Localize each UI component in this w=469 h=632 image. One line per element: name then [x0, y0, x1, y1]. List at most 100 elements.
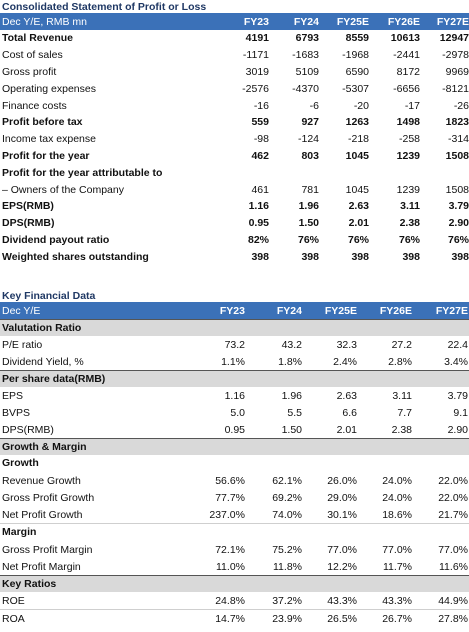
header-col: FY23	[219, 304, 245, 317]
row-value: 77.0%	[382, 543, 412, 556]
row-value: 43.3%	[327, 594, 357, 607]
profit-loss-title: Consolidated Statement of Profit or Loss	[2, 1, 207, 13]
row-label: Finance costs	[2, 99, 67, 112]
row-value: 461	[251, 183, 269, 196]
row-value: -2441	[393, 49, 420, 62]
row-label: Dividend Yield, %	[2, 355, 84, 368]
row-label: Revenue Growth	[2, 474, 81, 487]
row-label: Dividend payout ratio	[2, 233, 110, 246]
row-value: 781	[301, 183, 319, 196]
row-value: -26	[453, 99, 469, 112]
row-value: 77.0%	[327, 543, 357, 556]
row-value: -1683	[292, 49, 319, 62]
row-value: 7.7	[397, 406, 412, 419]
row-value: 2.63	[348, 200, 369, 213]
row-value: 927	[301, 116, 319, 129]
table-row: EPS(RMB) 1.16 1.96 2.63 3.11 3.79	[0, 198, 469, 215]
row-label: – Owners of the Company	[2, 183, 124, 196]
row-value: 1.16	[248, 200, 269, 213]
row-value: 26.5%	[327, 612, 357, 625]
table-row: ROA 14.7% 23.9% 26.5% 26.7% 27.8%	[0, 609, 469, 627]
row-value: 2.01	[336, 423, 357, 436]
row-value: 82%	[247, 233, 269, 246]
row-value: -2978	[442, 49, 469, 62]
row-value: 1.50	[281, 423, 302, 436]
row-value: 32.3	[336, 338, 357, 351]
table-row: EPS 1.16 1.96 2.63 3.11 3.79	[0, 387, 469, 404]
row-label: Cost of sales	[2, 49, 63, 62]
row-label: Net Profit Margin	[2, 560, 81, 573]
row-value: 24.0%	[382, 474, 412, 487]
row-label: Profit for the year attributable to	[2, 166, 163, 179]
row-value: -20	[353, 99, 369, 112]
row-label: BVPS	[2, 406, 31, 419]
row-value: 1239	[396, 183, 420, 196]
row-value: 14.7%	[215, 612, 245, 625]
table-row: Gross Profit Margin 72.1% 75.2% 77.0% 77.0% 7…	[0, 541, 469, 558]
row-value: -314	[447, 133, 469, 146]
row-value: -2576	[242, 82, 269, 95]
profit-loss-table: Total Revenue 4191 6793 8559 10613 12947 Cost …	[0, 30, 469, 265]
row-value: -5307	[342, 82, 369, 95]
row-value: 398	[301, 250, 319, 263]
key-financial-header: Dec Y/E FY23 FY24 FY25E FY26E FY27E	[0, 302, 469, 320]
row-value: 72.1%	[215, 543, 245, 556]
table-row: Cost of sales -1171 -1683 -1968 -2441 -2978	[0, 47, 469, 64]
row-value: 9.1	[453, 406, 468, 419]
row-value: 1.1%	[221, 355, 245, 368]
table-row: Gross Profit Growth 77.7% 69.2% 29.0% 24.0% 2…	[0, 489, 469, 506]
row-value: 21.7%	[438, 508, 468, 521]
row-value: 56.6%	[215, 474, 245, 487]
row-value: 1045	[345, 183, 369, 196]
row-value: 30.1%	[327, 508, 357, 521]
table-row: DPS(RMB) 0.95 1.50 2.01 2.38 2.90	[0, 421, 469, 438]
row-value: 6.6	[342, 406, 357, 419]
row-value: -6656	[393, 82, 420, 95]
row-value: 2.90	[447, 423, 468, 436]
row-value: 69.2%	[272, 491, 302, 504]
row-value: 5.0	[230, 406, 245, 419]
row-value: 3.11	[392, 389, 412, 402]
row-value: 77.7%	[215, 491, 245, 504]
row-value: 0.95	[224, 423, 245, 436]
row-value: 18.6%	[382, 508, 412, 521]
row-label: EPS	[2, 389, 24, 402]
row-value: 29.0%	[327, 491, 357, 504]
section-valuation: Valutation Ratio	[0, 319, 469, 337]
row-label: ROA	[2, 612, 25, 625]
row-value: 1.16	[224, 389, 245, 402]
header-col: FY25E	[324, 304, 357, 317]
table-row: Finance costs -16 -6 -20 -17 -26	[0, 97, 469, 114]
header-col: FY24	[293, 15, 319, 28]
header-label: Dec Y/E	[2, 304, 41, 317]
row-value: 24.8%	[215, 594, 245, 607]
per-share-table: EPS 1.16 1.96 2.63 3.11 3.79 BVPS 5.0 5.5 6.6 7.7 9…	[0, 387, 469, 438]
section-growth-margin: Growth & Margin	[0, 438, 469, 456]
row-label: ROE	[2, 594, 25, 607]
row-value: 1.8%	[278, 355, 302, 368]
header-col: FY27E	[435, 304, 468, 317]
row-value: 11.7%	[383, 560, 412, 573]
row-value: 462	[251, 149, 269, 162]
row-value: 76%	[447, 233, 469, 246]
row-value: -6	[309, 99, 319, 112]
row-value: 75.2%	[272, 543, 302, 556]
row-value: 2.4%	[333, 355, 357, 368]
row-value: 1823	[445, 116, 469, 129]
row-value: -1968	[342, 49, 369, 62]
row-value: 2.8%	[388, 355, 412, 368]
row-value: -98	[253, 133, 269, 146]
row-value: 2.38	[399, 217, 420, 230]
row-label: DPS(RMB)	[2, 217, 55, 230]
header-col: FY27E	[436, 15, 469, 28]
row-value: 1045	[345, 149, 369, 162]
row-value: 44.9%	[438, 594, 468, 607]
row-value: 6590	[345, 65, 369, 78]
table-row: Dividend payout ratio 82% 76% 76% 76% 76%	[0, 232, 469, 249]
header-col: FY23	[243, 15, 269, 28]
row-value: 3019	[245, 65, 269, 78]
table-row: Revenue Growth 56.6% 62.1% 26.0% 24.0% 22.0%	[0, 472, 469, 489]
table-row: Weighted shares outstanding 398 398 398 398 3…	[0, 248, 469, 265]
table-row: Gross profit 3019 5109 6590 8172 9969	[0, 64, 469, 81]
